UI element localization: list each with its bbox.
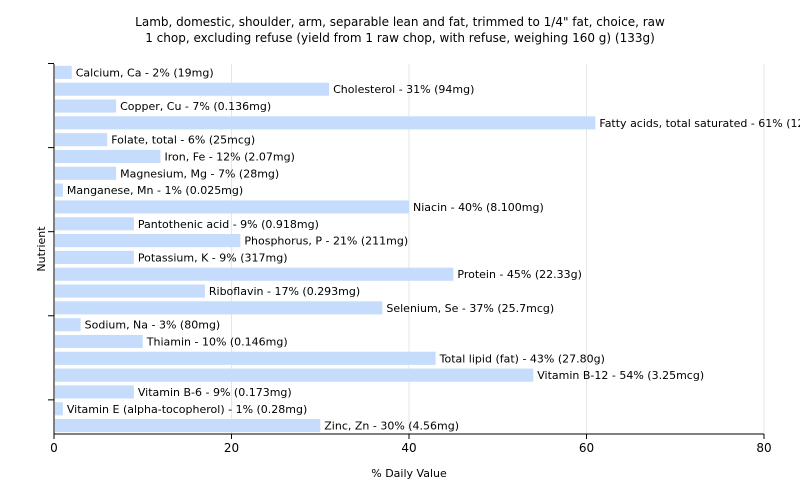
- bar-label-4: Folate, total - 6% (25mcg): [111, 134, 255, 147]
- bar-1: [55, 82, 330, 96]
- x-axis-title: % Daily Value: [371, 467, 447, 480]
- bar-9: [55, 217, 134, 231]
- bar-2: [55, 99, 117, 113]
- bar-label-13: Riboflavin - 17% (0.293mg): [209, 285, 360, 298]
- bar-21: [55, 419, 321, 433]
- bar-label-10: Phosphorus, P - 21% (211mg): [244, 235, 408, 248]
- bar-7: [55, 183, 63, 197]
- bar-11: [55, 250, 134, 264]
- bar-15: [55, 318, 81, 332]
- bar-13: [55, 284, 205, 298]
- bar-label-21: Zinc, Zn - 30% (4.56mg): [324, 420, 459, 433]
- x-tick-label-0: 0: [50, 441, 58, 455]
- bar-4: [55, 133, 108, 147]
- bar-20: [55, 402, 63, 416]
- bar-3: [55, 116, 596, 130]
- x-tick-label-80: 80: [756, 441, 771, 455]
- bar-14: [55, 301, 383, 315]
- bar-label-7: Manganese, Mn - 1% (0.025mg): [67, 184, 243, 197]
- chart-title-line-1: Lamb, domestic, shoulder, arm, separable…: [135, 15, 665, 29]
- bar-label-6: Magnesium, Mg - 7% (28mg): [120, 167, 279, 180]
- bar-label-0: Calcium, Ca - 2% (19mg): [76, 66, 214, 79]
- bar-label-5: Iron, Fe - 12% (2.07mg): [165, 151, 295, 164]
- bar-5: [55, 149, 161, 164]
- bar-19: [55, 385, 134, 399]
- x-tick-label-20: 20: [224, 441, 239, 455]
- bar-label-11: Potassium, K - 9% (317mg): [138, 251, 288, 264]
- bar-label-1: Cholesterol - 31% (94mg): [333, 83, 474, 96]
- bar-label-15: Sodium, Na - 3% (80mg): [85, 319, 221, 332]
- bar-label-18: Vitamin B-12 - 54% (3.25mcg): [537, 369, 704, 382]
- bar-label-2: Copper, Cu - 7% (0.136mg): [120, 100, 271, 113]
- bar-8: [55, 200, 409, 214]
- bar-16: [55, 334, 143, 349]
- x-tick-label-40: 40: [401, 441, 416, 455]
- bar-0: [55, 65, 72, 79]
- bar-label-19: Vitamin B-6 - 9% (0.173mg): [138, 386, 292, 399]
- bar-12: [55, 267, 454, 281]
- bar-label-14: Selenium, Se - 37% (25.7mcg): [386, 302, 554, 315]
- bar-label-12: Protein - 45% (22.33g): [457, 268, 582, 281]
- bar-18: [55, 368, 534, 382]
- bar-label-9: Pantothenic acid - 9% (0.918mg): [138, 218, 319, 231]
- chart-title-line-2: 1 chop, excluding refuse (yield from 1 r…: [145, 31, 655, 45]
- y-axis-title: Nutrient: [35, 226, 48, 272]
- bar-label-8: Niacin - 40% (8.100mg): [413, 201, 544, 214]
- x-tick-label-60: 60: [579, 441, 594, 455]
- bar-17: [55, 351, 436, 365]
- bar-6: [55, 166, 117, 180]
- bar-label-17: Total lipid (fat) - 43% (27.80g): [439, 352, 605, 365]
- bar-label-20: Vitamin E (alpha-tocopherol) - 1% (0.28m…: [67, 403, 307, 416]
- bar-label-16: Thiamin - 10% (0.146mg): [146, 336, 288, 349]
- bar-label-3: Fatty acids, total saturated - 61% (12.1…: [599, 117, 800, 130]
- bar-10: [55, 234, 241, 248]
